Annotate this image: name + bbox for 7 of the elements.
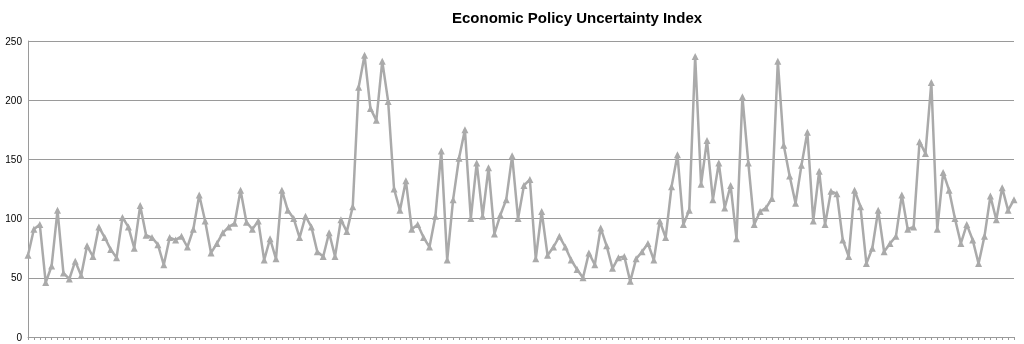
y-tick-label: 0 [16, 331, 23, 343]
y-tick-label: 150 [5, 153, 23, 165]
y-tick-label: 100 [5, 213, 23, 225]
y-tick-label: 50 [10, 272, 23, 284]
y-tick-label: 250 [5, 35, 23, 47]
y-tick-label: 200 [5, 94, 23, 106]
chart-title: Economic Policy Uncertainty Index [452, 9, 703, 26]
